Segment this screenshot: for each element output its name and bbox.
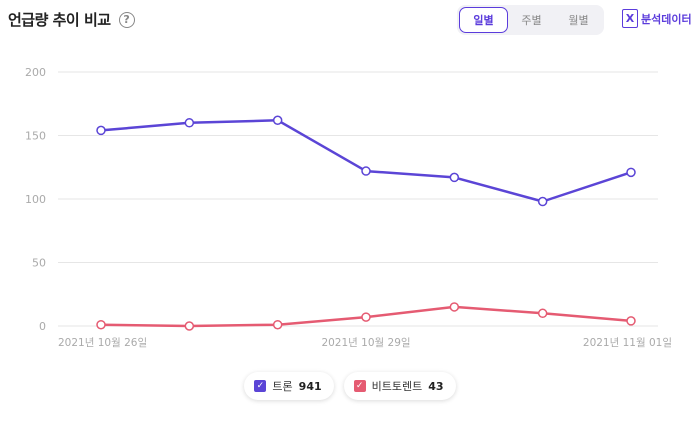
data-point [626, 316, 636, 326]
x-tick-label: 2021년 11월 01일 [583, 336, 672, 349]
checkbox-icon[interactable]: ✓ [353, 380, 366, 392]
legend-label: 비트토렌트 [371, 380, 423, 393]
y-tick-label: 0 [39, 320, 46, 333]
data-point [184, 321, 195, 331]
legend-label: 트론 [272, 380, 293, 393]
export-label: 분석데이터 [641, 12, 692, 26]
data-point [96, 125, 106, 136]
y-tick-label: 200 [25, 66, 46, 79]
x-tick-label: 2021년 10월 26일 [58, 336, 147, 349]
data-point [361, 312, 371, 322]
data-point [184, 118, 195, 128]
series-line [99, 119, 633, 203]
legend-count: 43 [428, 379, 444, 393]
tab-monthly[interactable]: 월별 [568, 14, 589, 27]
tab-daily[interactable]: 일별 [459, 7, 508, 33]
tab-weekly[interactable]: 주별 [521, 14, 542, 27]
y-tick-label: 150 [25, 130, 46, 143]
checkbox-icon[interactable]: ✓ [254, 380, 267, 392]
data-point [537, 196, 548, 207]
data-point [449, 172, 460, 183]
page-title: 언급량 추이 비교 [8, 11, 111, 29]
data-point [626, 167, 636, 178]
y-tick-label: 100 [25, 193, 46, 206]
data-point [449, 302, 460, 312]
chart-header: 언급량 추이 비교 ? [8, 9, 135, 30]
question-circle-icon[interactable]: ? [118, 11, 135, 28]
data-point [272, 115, 283, 126]
data-point [361, 166, 371, 176]
legend-item-bittorrent[interactable]: ✓ 비트토렌트 43 [343, 372, 456, 400]
excel-icon: X [622, 9, 638, 28]
data-point [96, 319, 106, 330]
legend-count: 941 [298, 379, 322, 393]
y-tick-label: 50 [32, 257, 46, 270]
export-data-button[interactable]: X 분석데이터 [622, 9, 692, 28]
data-point [272, 319, 283, 330]
period-toggle: 일별 주별 월별 [457, 5, 604, 35]
legend: ✓ 트론 941 ✓ 비트토렌트 43 [0, 372, 700, 400]
data-point [537, 308, 548, 319]
legend-item-tron[interactable]: ✓ 트론 941 [244, 372, 334, 400]
x-tick-label: 2021년 10월 29일 [321, 336, 410, 349]
